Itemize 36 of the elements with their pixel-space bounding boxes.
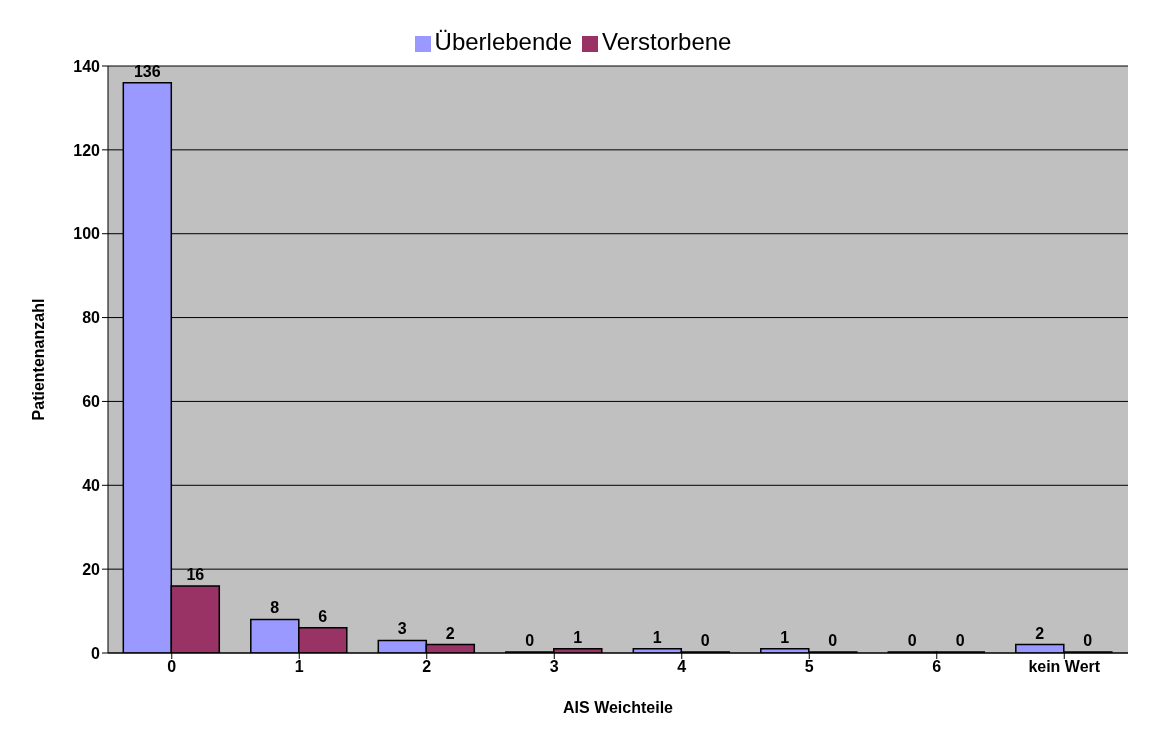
- data-label: 1: [652, 628, 662, 646]
- data-label: 3: [397, 620, 407, 638]
- x-tick-label: 1: [294, 658, 304, 676]
- data-label: 6: [318, 607, 328, 625]
- y-tick-label: 40: [82, 476, 101, 494]
- data-label: 1: [780, 628, 790, 646]
- x-tick-label: 3: [549, 658, 559, 676]
- y-tick-label: 80: [82, 309, 101, 327]
- x-axis-title: AIS Weichteile: [563, 699, 674, 716]
- data-label: 0: [525, 632, 535, 649]
- data-label: 0: [828, 632, 838, 649]
- legend-label: Überlebende: [434, 28, 572, 55]
- x-tick-label: kein Wert: [1028, 658, 1101, 676]
- data-label: 0: [907, 632, 917, 649]
- data-label: 2: [1035, 624, 1045, 642]
- y-tick-label: 0: [91, 644, 101, 662]
- data-label: 136: [133, 62, 161, 80]
- data-label: 16: [186, 565, 205, 583]
- x-tick-label: 5: [804, 658, 814, 676]
- y-tick-label: 20: [82, 560, 101, 578]
- y-tick-label: 100: [73, 225, 101, 243]
- data-label: 0: [700, 632, 710, 649]
- data-label: 1: [573, 628, 583, 646]
- y-tick-label: 120: [73, 141, 101, 159]
- x-tick-label: 2: [422, 658, 432, 676]
- y-tick-label: 140: [73, 57, 101, 75]
- data-label: 8: [270, 599, 280, 617]
- data-label: 2: [445, 624, 455, 642]
- x-tick-label: 4: [677, 658, 687, 676]
- x-tick-label: 0: [167, 658, 177, 676]
- legend-label: Verstorbene: [602, 28, 732, 55]
- data-label: 0: [955, 632, 965, 649]
- x-tick-label: 6: [932, 658, 942, 676]
- y-tick-label: 60: [82, 393, 101, 411]
- data-label: 0: [1083, 632, 1093, 649]
- y-axis-title: Patientenanzahl: [29, 298, 47, 421]
